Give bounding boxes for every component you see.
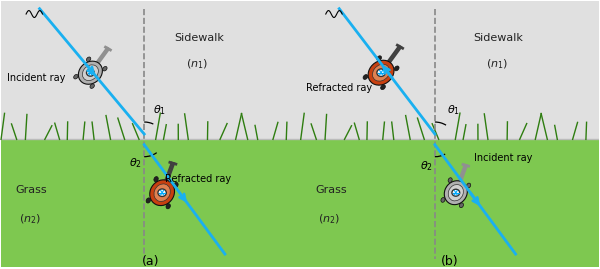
Bar (301, 139, 599, 267)
Ellipse shape (441, 197, 445, 202)
Ellipse shape (166, 204, 170, 209)
Ellipse shape (363, 75, 368, 79)
Text: $(n_1)$: $(n_1)$ (186, 58, 208, 71)
Text: $\theta_1$: $\theta_1$ (153, 103, 166, 116)
Text: Incident ray: Incident ray (474, 153, 532, 163)
Circle shape (86, 69, 94, 76)
Ellipse shape (394, 66, 399, 71)
Ellipse shape (368, 60, 394, 85)
Ellipse shape (74, 75, 78, 79)
Ellipse shape (377, 56, 382, 61)
Text: Sidewalk: Sidewalk (474, 33, 524, 43)
Ellipse shape (103, 66, 107, 71)
Text: Refracted ray: Refracted ray (165, 174, 231, 184)
Ellipse shape (79, 61, 103, 84)
Ellipse shape (174, 182, 178, 187)
Ellipse shape (460, 203, 463, 208)
Text: Grass: Grass (16, 185, 47, 195)
Circle shape (158, 189, 166, 196)
Ellipse shape (448, 185, 463, 201)
Text: $(n_2)$: $(n_2)$ (318, 212, 340, 226)
Ellipse shape (154, 184, 170, 201)
Ellipse shape (150, 180, 175, 206)
Bar (301, 1, 599, 139)
Text: $(n_2)$: $(n_2)$ (19, 212, 41, 226)
Ellipse shape (82, 65, 98, 80)
Bar (1, 139, 299, 267)
Ellipse shape (467, 183, 470, 188)
Circle shape (377, 69, 385, 76)
Ellipse shape (373, 64, 389, 81)
Bar (1, 1, 299, 139)
Ellipse shape (146, 198, 151, 203)
Text: Incident ray: Incident ray (7, 73, 65, 83)
Ellipse shape (154, 177, 158, 182)
Text: Refracted ray: Refracted ray (307, 83, 373, 93)
Ellipse shape (90, 84, 94, 89)
Text: (a): (a) (142, 255, 159, 268)
Ellipse shape (444, 181, 467, 205)
Ellipse shape (380, 85, 385, 90)
Text: (b): (b) (441, 255, 458, 268)
Ellipse shape (86, 57, 91, 62)
Ellipse shape (448, 178, 452, 182)
Text: $\theta_2$: $\theta_2$ (420, 159, 433, 172)
Circle shape (452, 189, 460, 196)
Text: $(n_1)$: $(n_1)$ (486, 58, 508, 71)
Text: Sidewalk: Sidewalk (174, 33, 224, 43)
Text: $\theta_1$: $\theta_1$ (447, 103, 460, 116)
Text: $\theta_2$: $\theta_2$ (129, 156, 142, 170)
Text: Grass: Grass (315, 185, 347, 195)
